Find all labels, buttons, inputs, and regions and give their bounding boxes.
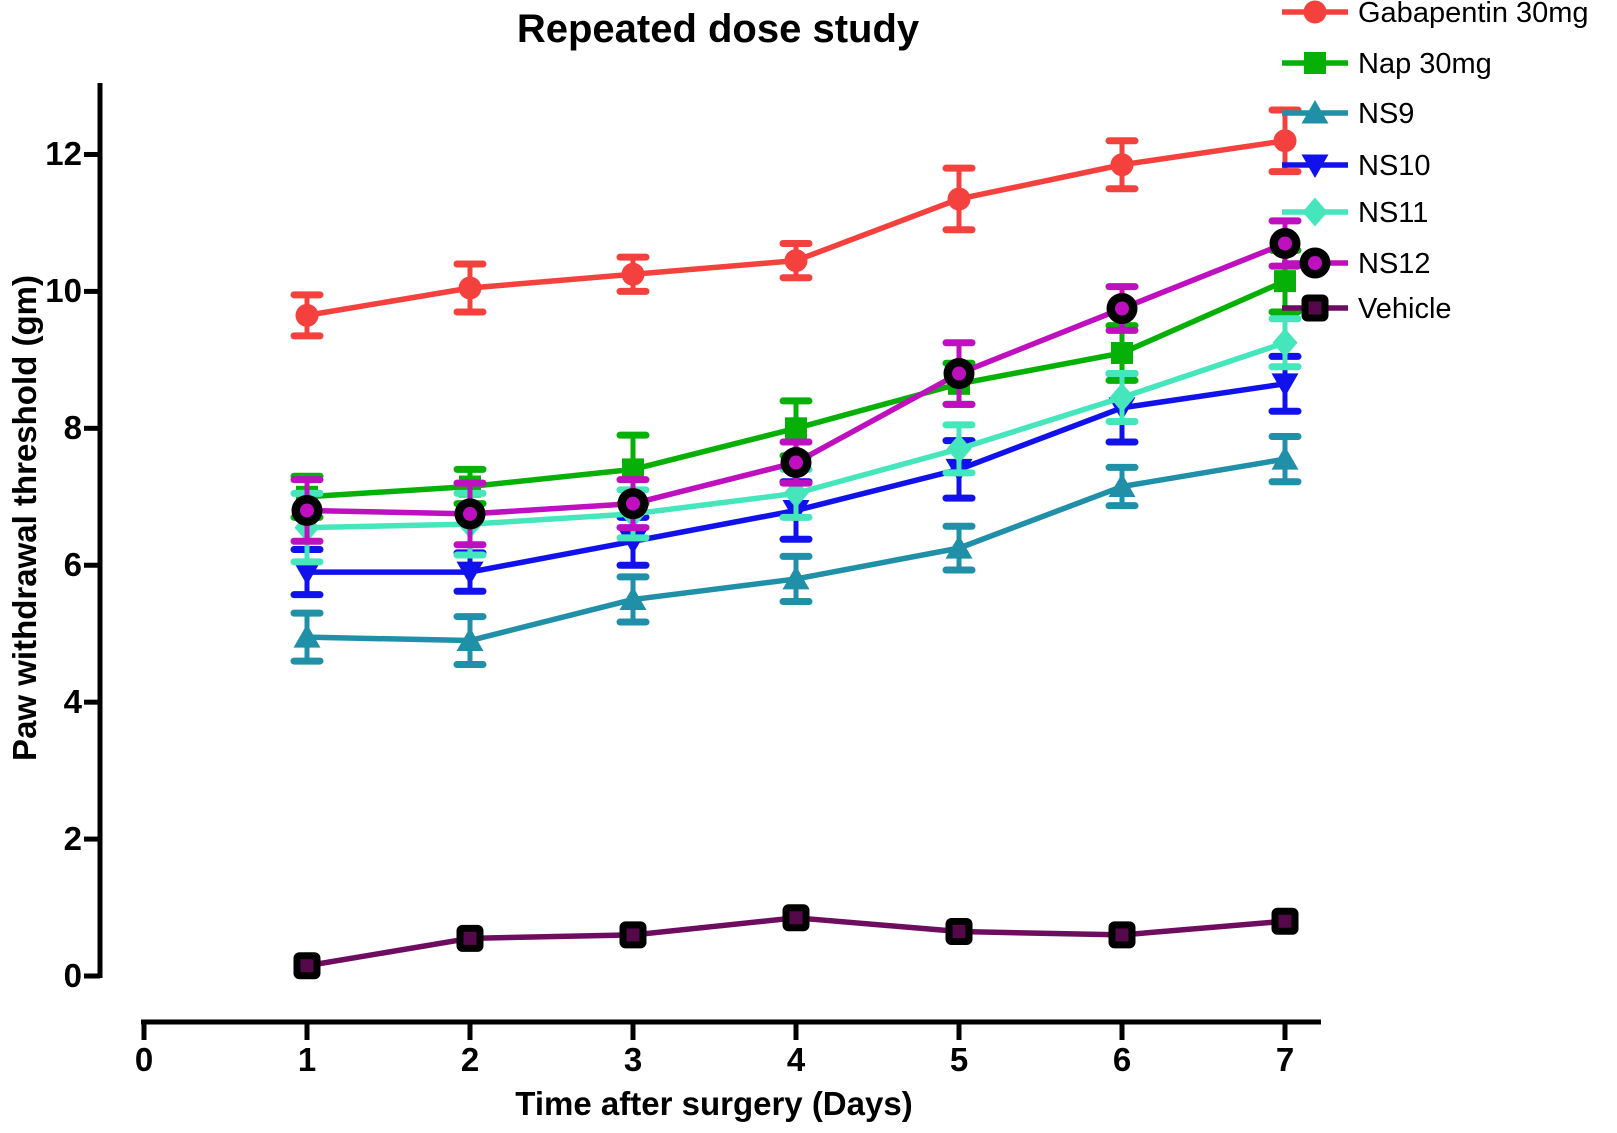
y-tick-4: 4 bbox=[64, 683, 83, 720]
legend-marker-nap-30mg bbox=[1282, 52, 1348, 74]
axes bbox=[84, 83, 1321, 1040]
series-gabapentin-30mg bbox=[290, 106, 1302, 340]
legend-label-vehicle: Vehicle bbox=[1358, 293, 1452, 325]
legend-marker-ns9 bbox=[1282, 100, 1348, 124]
x-tick-3: 3 bbox=[624, 1041, 642, 1078]
x-tick-5: 5 bbox=[950, 1041, 968, 1078]
chart-title: Repeated dose study bbox=[517, 7, 920, 51]
y-tick-0: 0 bbox=[64, 957, 82, 994]
x-tick-1: 1 bbox=[298, 1041, 316, 1078]
series-ns12 bbox=[290, 217, 1302, 549]
x-tick-0: 0 bbox=[135, 1041, 153, 1078]
x-axis-title: Time after surgery (Days) bbox=[515, 1085, 912, 1122]
x-tick-2: 2 bbox=[461, 1041, 479, 1078]
y-tick-12: 12 bbox=[45, 135, 82, 172]
legend-label-ns10: NS10 bbox=[1358, 150, 1431, 182]
legend-label-ns9: NS9 bbox=[1358, 98, 1414, 130]
legend-label-nap-30mg: Nap 30mg bbox=[1358, 48, 1492, 80]
legend-marker-gabapentin-30mg bbox=[1282, 0, 1348, 24]
x-tick-6: 6 bbox=[1113, 1041, 1131, 1078]
legend-marker-vehicle bbox=[1282, 294, 1348, 322]
legend-label-gabapentin-30mg: Gabapentin 30mg bbox=[1358, 0, 1589, 29]
x-tick-7: 7 bbox=[1276, 1041, 1294, 1078]
y-tick-10: 10 bbox=[45, 272, 82, 309]
series-ns9 bbox=[290, 433, 1302, 669]
y-axis-title: Paw withdrawal threshold (gm) bbox=[6, 275, 43, 761]
legend-marker-layer bbox=[1282, 0, 1348, 322]
series-vehicle bbox=[293, 904, 1299, 980]
y-tick-8: 8 bbox=[64, 409, 82, 446]
legend-label-ns12: NS12 bbox=[1358, 248, 1431, 280]
legend-marker-ns12 bbox=[1282, 247, 1348, 279]
data-series-layer bbox=[290, 106, 1302, 980]
y-tick-2: 2 bbox=[64, 820, 82, 857]
y-tick-6: 6 bbox=[64, 546, 82, 583]
legend-marker-ns11 bbox=[1282, 197, 1348, 227]
x-tick-4: 4 bbox=[787, 1041, 806, 1078]
legend-marker-ns10 bbox=[1282, 154, 1348, 178]
legend-label-ns11: NS11 bbox=[1358, 197, 1428, 229]
